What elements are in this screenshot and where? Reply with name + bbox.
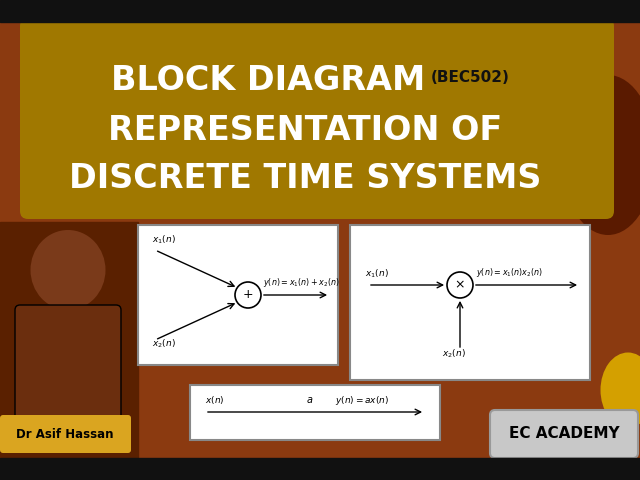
Text: $y(n)=ax(n)$: $y(n)=ax(n)$: [335, 394, 389, 407]
Text: EC ACADEMY: EC ACADEMY: [509, 427, 620, 442]
Text: $y(n)=x_1(n)+x_2(n)$: $y(n)=x_1(n)+x_2(n)$: [263, 276, 340, 289]
Text: +: +: [243, 288, 253, 301]
Text: ×: ×: [455, 278, 465, 291]
Bar: [0, 0, 640, 22]
Ellipse shape: [31, 230, 106, 310]
FancyBboxPatch shape: [0, 415, 131, 453]
FancyBboxPatch shape: [20, 18, 614, 219]
FancyBboxPatch shape: [350, 225, 590, 380]
Text: Dr Asif Hassan: Dr Asif Hassan: [16, 429, 114, 442]
Ellipse shape: [600, 352, 640, 428]
Text: BLOCK DIAGRAM: BLOCK DIAGRAM: [111, 63, 425, 96]
FancyBboxPatch shape: [490, 410, 638, 458]
Text: $x(n)$: $x(n)$: [205, 394, 225, 406]
Text: $y(n)=x_1(n)x_2(n)$: $y(n)=x_1(n)x_2(n)$: [476, 266, 543, 279]
Text: $a$: $a$: [307, 395, 314, 405]
Text: REPRESENTATION OF: REPRESENTATION OF: [108, 113, 502, 146]
FancyBboxPatch shape: [15, 305, 121, 435]
Text: DISCRETE TIME SYSTEMS: DISCRETE TIME SYSTEMS: [69, 161, 541, 194]
Bar: [0, 222, 138, 458]
Text: $x_1(n)$: $x_1(n)$: [365, 268, 388, 280]
Text: $x_2(n)$: $x_2(n)$: [442, 348, 466, 360]
Ellipse shape: [561, 75, 640, 235]
Text: $x_1(n)$: $x_1(n)$: [152, 233, 176, 245]
Text: $x_2(n)$: $x_2(n)$: [152, 338, 176, 350]
Circle shape: [447, 272, 473, 298]
Bar: [0, 458, 640, 480]
FancyBboxPatch shape: [190, 385, 440, 440]
Text: (BEC502): (BEC502): [431, 71, 509, 85]
Circle shape: [235, 282, 261, 308]
FancyBboxPatch shape: [138, 225, 338, 365]
